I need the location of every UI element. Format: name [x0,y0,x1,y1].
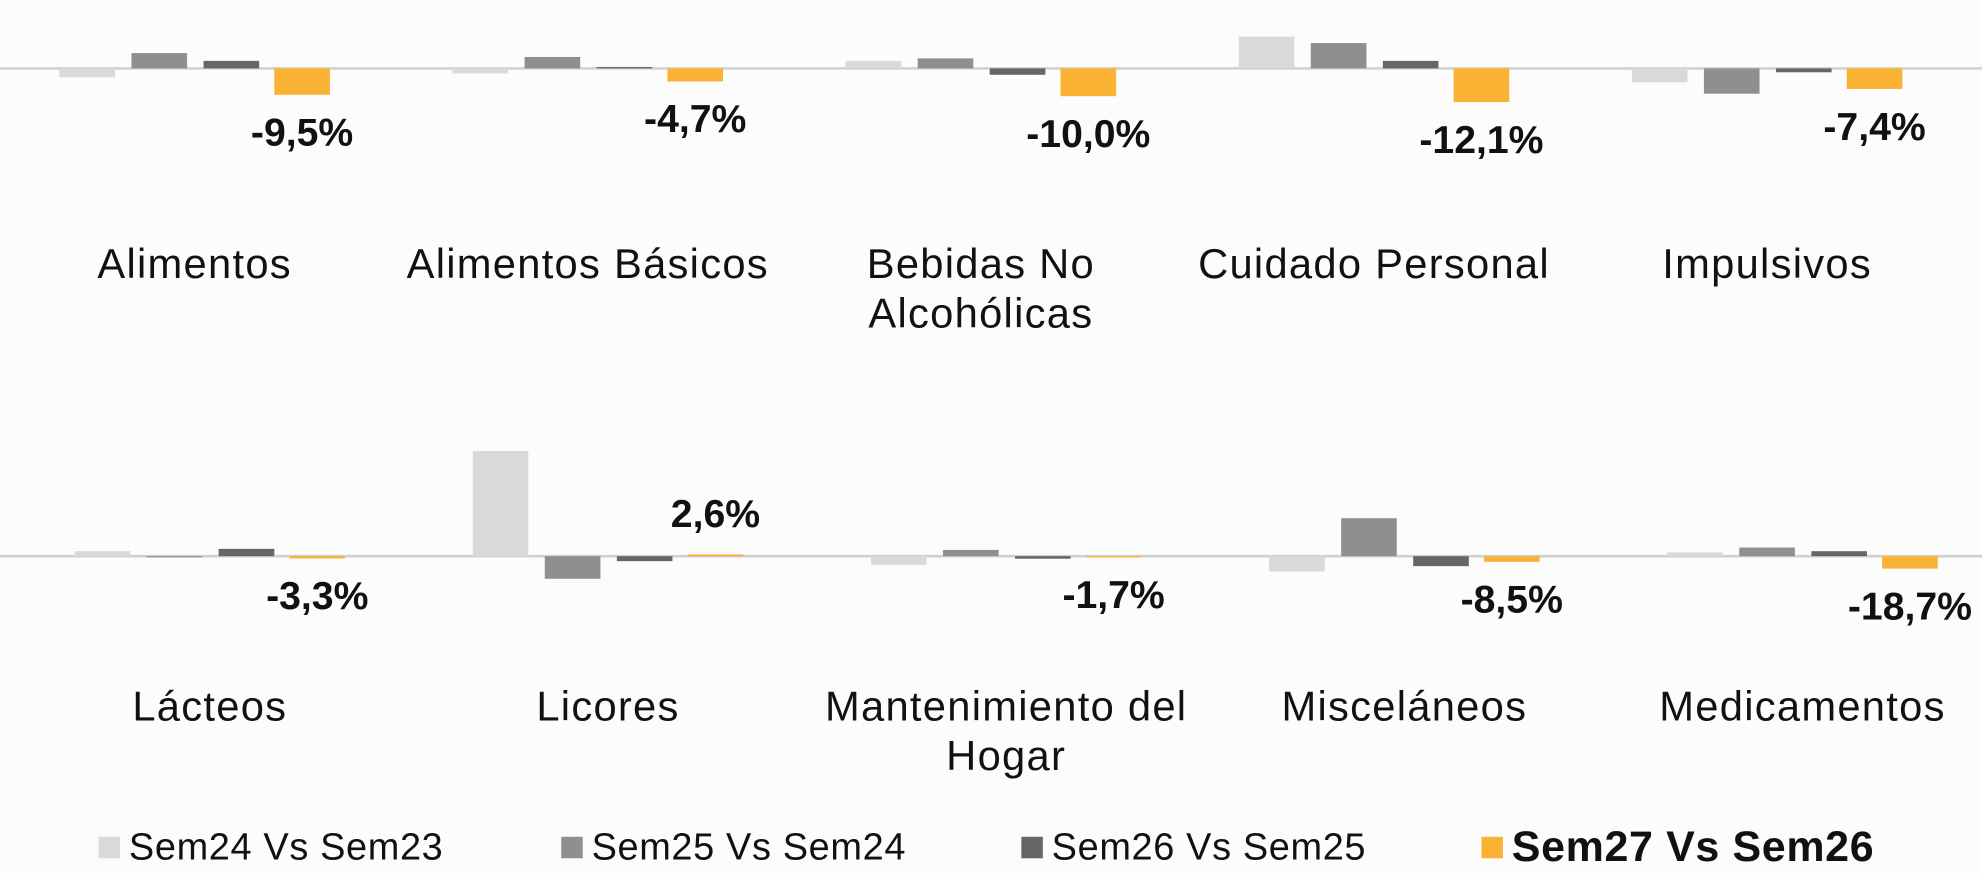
category-label: Cuidado Personal [1198,240,1550,287]
data-label: -8,5% [1461,579,1563,622]
bar [1085,556,1142,558]
bar [1310,43,1367,69]
bar [218,548,275,557]
legend: Sem24 Vs Sem23 Sem25 Vs Sem24 Sem26 Vs Sem… [0,822,1982,873]
bar [146,556,203,558]
data-label: -9,5% [251,112,353,155]
category-label: Mantenimiento del Hogar [824,682,1188,779]
bar [1238,36,1295,69]
legend-swatch [1021,836,1043,859]
bar [1015,556,1071,559]
category-label: Alimentos Básicos [406,240,769,287]
bar [1631,68,1688,83]
bar [687,554,744,557]
bar [59,68,116,78]
bar [616,556,673,562]
bar [1382,60,1439,69]
category-label: Impulsivos [1662,240,1872,287]
legend-item: Sem25 Vs Sem24 [561,822,906,873]
data-label: -18,7% [1848,585,1972,628]
data-label: -4,7% [644,98,746,141]
category-label: Alimentos [97,240,292,287]
bar [1703,68,1760,94]
bar [1060,68,1117,97]
bar [1882,556,1938,569]
legend-label: Sem27 Vs Sem26 [1511,822,1875,871]
legend-swatch [1481,836,1503,859]
bar [1413,556,1469,567]
bar [524,56,581,69]
data-label: 2,6% [671,493,760,536]
bar [1453,68,1510,103]
bar [1269,556,1325,572]
bar [942,549,999,557]
bar [667,68,724,82]
bar [1667,552,1723,557]
bar [1483,556,1540,562]
bar [870,556,927,565]
category-label: Licores [536,682,680,730]
bar [917,58,974,69]
bar [452,68,509,74]
data-label: -3,3% [266,575,368,618]
data-label: -7,4% [1823,106,1925,149]
bar [596,66,653,69]
data-label: -12,1% [1419,119,1543,162]
legend-label: Sem26 Vs Sem25 [1051,826,1367,868]
legend-item: Sem27 Vs Sem26 [1481,822,1874,873]
bar [989,68,1046,75]
legend-label: Sem24 Vs Sem23 [128,826,444,868]
bar [74,551,131,557]
category-label: Medicamentos [1659,682,1946,730]
bar [1775,68,1832,73]
bar [544,556,601,579]
category-label: Lácteos [132,682,288,730]
bar [1739,547,1795,557]
legend-swatch [98,836,121,859]
bar [274,68,330,95]
bar [203,60,260,69]
data-label: -10,0% [1026,113,1150,156]
bar [845,60,902,69]
bar [131,53,188,69]
bar [1811,551,1867,557]
legend-item: Sem26 Vs Sem25 [1021,822,1366,873]
data-label: -1,7% [1062,574,1164,617]
legend-swatch [561,836,583,859]
category-label: Misceláneos [1281,682,1528,730]
bar [472,451,529,557]
bar [289,556,346,559]
category-label: Bebidas No Alcohólicas [866,240,1096,337]
bar [1341,518,1397,557]
bar [1846,68,1903,89]
legend-label: Sem25 Vs Sem24 [591,826,907,868]
legend-item: Sem24 Vs Sem23 [98,822,444,873]
